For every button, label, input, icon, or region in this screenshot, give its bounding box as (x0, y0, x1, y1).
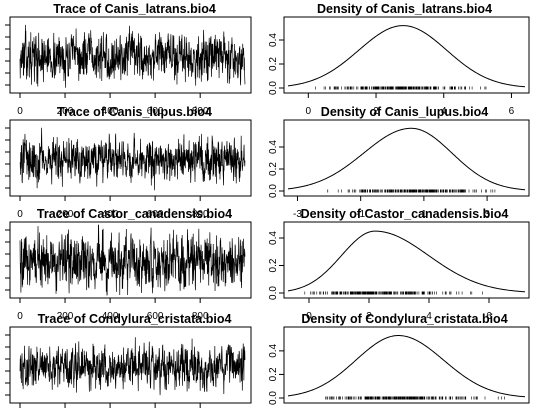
density-curve (287, 25, 526, 88)
trace-line (19, 337, 246, 396)
x-tick-label: 1 (421, 209, 427, 220)
x-tick-label: 200 (57, 106, 74, 117)
panel-title: Trace of Canis_latrans.bio4 (53, 2, 216, 16)
plot-frame (9, 221, 252, 299)
x-tick-label: 0 (17, 106, 23, 117)
x-tick-label: 3 (484, 209, 490, 220)
density-panel: Density of Canis_lupus.bio4 0.0 0.2 0.4 -3 -1… (268, 105, 530, 220)
plot-frame (9, 326, 252, 404)
x-tick-label: 800 (192, 106, 209, 117)
y-tick-label: 0.0 (268, 391, 279, 405)
rug-marks (315, 86, 487, 90)
trace-line (19, 127, 246, 191)
x-tick-label: 200 (57, 311, 74, 322)
trace-panel: Trace of Canis_latrans.bio4 0 200 400 600 800 (5, 2, 252, 117)
y-tick-label: 0.2 (268, 258, 279, 272)
x-tick-label: 400 (102, 311, 119, 322)
x-tick-label: 400 (102, 209, 119, 220)
plot-frame (283, 326, 530, 404)
density-panel: Density of Condylura_cristata.bio4 0.0 0.2… (268, 312, 530, 405)
y-tick-label: 0.4 (268, 33, 279, 47)
trace-panel: Trace of Castor_canadensis.bio4 0 200 400 60… (5, 207, 252, 322)
x-tick-label: 0 (17, 311, 23, 322)
x-tick-label: 800 (192, 311, 209, 322)
panel-title: Density of Condylura_cristata.bio4 (301, 312, 507, 326)
plot-frame (283, 16, 530, 94)
plot-frame (283, 221, 530, 299)
rug-marks (325, 396, 505, 400)
panel-title: Density of Castor_canadensis.bio4 (301, 207, 509, 221)
rug-marks (327, 189, 496, 193)
trace-line (19, 24, 246, 88)
x-tick-label: 200 (57, 209, 74, 220)
x-tick-label: 600 (147, 311, 164, 322)
x-tick-label: 400 (102, 106, 119, 117)
density-panel: Density of Canis_latrans.bio4 0.0 0.2 0.4 0 2… (268, 2, 530, 117)
x-tick-label: 2 (366, 311, 372, 322)
y-tick-label: 0.0 (268, 184, 279, 198)
y-tick-label: 0.0 (268, 81, 279, 95)
panel-title: Trace of Castor_canadensis.bio4 (37, 207, 232, 221)
density-curve (287, 127, 526, 191)
density-curve (287, 335, 526, 398)
panel-title: Trace of Condylura_cristata.bio4 (38, 312, 232, 326)
x-tick-label: 6 (509, 106, 515, 117)
rug-marks (304, 291, 483, 295)
plot-frame (283, 119, 530, 197)
trace-line (19, 224, 246, 296)
x-tick-label: 2 (373, 106, 379, 117)
density-panel: Density of Castor_canadensis.bio4 0.0 0.2 0… (268, 207, 530, 322)
density-curve (287, 230, 526, 293)
y-tick-label: 0.2 (268, 367, 279, 381)
y-tick-label: 0.4 (268, 140, 279, 154)
y-tick-label: 0.4 (268, 343, 279, 357)
x-tick-label: 4 (426, 311, 432, 322)
panel-title: Density of Canis_lupus.bio4 (321, 105, 488, 119)
x-tick-label: -1 (356, 209, 365, 220)
panel-title: Trace of Canis_lupus.bio4 (57, 105, 212, 119)
trace-panel: Trace of Canis_lupus.bio4 0 200 400 600 800 (5, 105, 252, 220)
x-tick-label: 0 (306, 106, 312, 117)
x-tick-label: 600 (147, 209, 164, 220)
plot-frame (9, 16, 252, 94)
trace-panel: Trace of Condylura_cristata.bio4 (5, 312, 252, 408)
panel-title: Density of Canis_latrans.bio4 (317, 2, 492, 16)
x-tick-label: 800 (192, 209, 209, 220)
x-tick-label: -3 (293, 209, 302, 220)
x-tick-label: 0 (17, 209, 23, 220)
x-tick-label: 600 (147, 106, 164, 117)
y-tick-label: 0.2 (268, 57, 279, 71)
y-tick-label: 0.0 (268, 286, 279, 300)
x-tick-label: 4 (441, 106, 447, 117)
y-tick-label: 0.2 (268, 162, 279, 176)
x-tick-label: 6 (486, 311, 492, 322)
x-tick-label: 0 (306, 311, 312, 322)
plot-frame (9, 119, 252, 197)
y-tick-label: 0.4 (268, 231, 279, 245)
